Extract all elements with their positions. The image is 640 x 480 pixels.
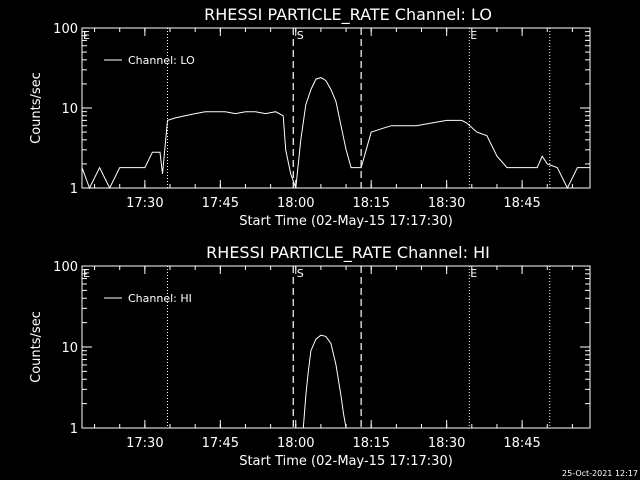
y-tick-label: 1 — [70, 422, 78, 437]
x-tick-label: 18:00 — [277, 436, 314, 451]
x-tick-label: 18:30 — [428, 196, 465, 211]
x-axis-label: Start Time (02-May-15 17:17:30) — [239, 214, 453, 229]
x-tick-label: 17:45 — [202, 436, 239, 451]
x-tick-label: 18:30 — [428, 436, 465, 451]
plot-frame — [81, 265, 591, 429]
marker-annotation: S — [297, 267, 304, 280]
y-tick-label: 100 — [53, 22, 78, 37]
x-tick-label: 17:30 — [126, 436, 163, 451]
x-tick-label: 18:00 — [277, 196, 314, 211]
panel-hi-marks: 17:30 17:45 18:00 18:15 18:30 18:45 1 10 100 E S E — [53, 260, 590, 451]
x-tick-label: 17:30 — [126, 196, 163, 211]
x-tick-label: 18:15 — [352, 436, 389, 451]
panel-lo: RHESSI PARTICLE_RATE Channel: LO Counts/… — [29, 5, 591, 229]
y-tick-label: 1 — [70, 182, 78, 197]
marker-annotation: E — [83, 267, 90, 280]
x-axis-label: Start Time (02-May-15 17:17:30) — [239, 454, 453, 469]
marker-annotation: E — [83, 29, 90, 42]
y-axis-label: Counts/sec — [29, 72, 44, 144]
series-line — [302, 334, 347, 429]
x-tick-label: 17:45 — [202, 196, 239, 211]
panel-lo-marks: 17:30 17:45 18:00 18:15 18:30 18:45 1 10 100 E S E — [53, 22, 590, 211]
x-tick-label: 18:45 — [503, 196, 540, 211]
panel-hi: RHESSI PARTICLE_RATE Channel: HI Counts/… — [29, 243, 591, 469]
y-tick-label: 10 — [61, 102, 78, 117]
marker-annotation: S — [297, 29, 304, 42]
legend-label: Channel: HI — [128, 292, 192, 305]
y-tick-label: 10 — [61, 341, 78, 356]
footer-timestamp: 25-Oct-2021 12:17 — [562, 469, 638, 478]
x-tick-label: 18:15 — [352, 196, 389, 211]
plot-frame — [81, 27, 591, 189]
legend-label: Channel: LO — [128, 54, 195, 67]
x-tick-label: 18:45 — [503, 436, 540, 451]
chart-title: RHESSI PARTICLE_RATE Channel: LO — [204, 5, 492, 25]
marker-annotation: E — [470, 267, 477, 280]
series-line — [81, 77, 590, 190]
y-axis-label: Counts/sec — [29, 311, 44, 383]
y-tick-label: 100 — [53, 260, 78, 275]
chart-title: RHESSI PARTICLE_RATE Channel: HI — [206, 243, 490, 263]
marker-annotation: E — [470, 29, 477, 42]
